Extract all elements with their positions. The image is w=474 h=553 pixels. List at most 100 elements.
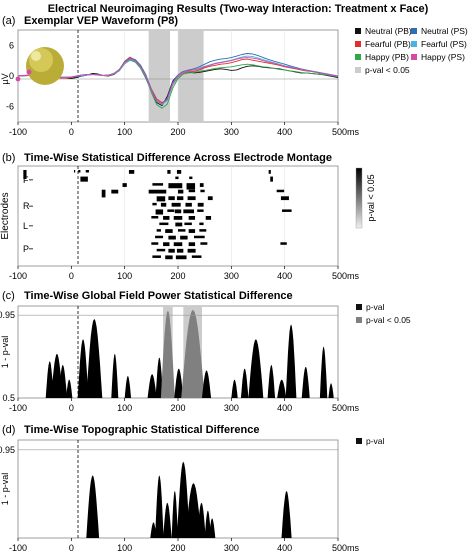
d-y-tick-label: 0.95 xyxy=(0,445,15,455)
significant-segment xyxy=(282,209,292,212)
d-bump xyxy=(185,483,202,538)
panel-b-x-ticks: -100 0 100 200 300 400 500ms xyxy=(9,266,360,281)
panel-d: (d) Time-Wise Topographic Statistical Di… xyxy=(0,424,385,553)
c-bump xyxy=(328,383,334,398)
significant-segment xyxy=(191,255,202,258)
significant-segment xyxy=(151,242,159,245)
c-y-tick-label: 0.95 xyxy=(0,310,15,320)
significant-segment xyxy=(155,209,164,215)
legend-swatch xyxy=(411,28,417,34)
significant-segment xyxy=(175,255,187,260)
c-bump xyxy=(174,368,184,398)
panel-c-x-tick-label: 100 xyxy=(117,403,132,413)
panel-a-waveforms xyxy=(17,53,339,109)
panel-b-x-tick-label: 0 xyxy=(69,271,74,281)
significant-segment xyxy=(168,196,175,201)
significant-segment xyxy=(165,255,173,260)
panel-a-significance-bands xyxy=(148,30,204,122)
panel-a-grid xyxy=(124,30,285,122)
panel-c-x-tick-label: 400 xyxy=(277,403,292,413)
significant-segment xyxy=(163,242,170,247)
legend-label: Neutral (PS) xyxy=(421,26,468,36)
legend-swatch xyxy=(356,317,362,323)
significant-segment xyxy=(155,235,164,239)
significant-segment xyxy=(171,202,181,207)
significant-segment xyxy=(176,196,184,201)
legend-swatch xyxy=(355,67,361,73)
panel-b-x-tick-label: 200 xyxy=(170,271,185,281)
panel-b-x-tick-label: 100 xyxy=(117,271,132,281)
significant-segment xyxy=(80,176,88,182)
significant-segment xyxy=(174,209,182,214)
significant-segment xyxy=(151,216,159,219)
significant-segment xyxy=(280,196,289,201)
significant-segment xyxy=(168,248,175,253)
panel-c-x-ticks: -100 0 100 200 300 400 500ms xyxy=(9,398,360,413)
significant-segment xyxy=(197,209,204,212)
panel-a: (a) Exemplar VEP Waveform (P8) µV 6 0 -6 -… xyxy=(0,15,468,137)
legend-label: p-val < 0.05 xyxy=(365,65,410,75)
d-bump xyxy=(176,461,190,538)
panel-a-x-tick-label: 500ms xyxy=(332,127,360,137)
significant-segment xyxy=(189,176,193,180)
legend-swatch xyxy=(355,54,361,60)
panel-a-y-axis-label: µV xyxy=(0,73,10,84)
legend-label: p-val xyxy=(366,436,385,446)
panel-d-y-axis-label: 1 - p-val xyxy=(0,473,10,506)
significant-segment xyxy=(159,222,169,226)
significant-segment xyxy=(128,170,135,174)
significant-segment xyxy=(199,222,204,226)
significant-segment xyxy=(152,183,164,186)
c-bump xyxy=(202,370,212,398)
c-bump xyxy=(319,346,328,398)
electrode-group-label: P xyxy=(23,244,29,254)
panel-a-label: (a) xyxy=(2,15,15,27)
significant-segment xyxy=(165,229,173,233)
panel-d-x-tick-label: 100 xyxy=(117,543,132,553)
d-bump xyxy=(197,502,206,538)
panel-b-x-tick-label: 500ms xyxy=(332,271,360,281)
significant-segment xyxy=(188,242,196,247)
c-bump xyxy=(147,374,157,398)
panel-a-y-tick-label: 0 xyxy=(9,71,14,81)
significant-segment xyxy=(187,196,196,201)
significant-segment xyxy=(173,216,183,220)
panel-a-significance-window xyxy=(178,30,204,122)
panel-a-x-tick-label: 400 xyxy=(277,127,292,137)
panel-b-label: (b) xyxy=(2,152,15,164)
panel-a-x-tick-label: -100 xyxy=(9,127,27,137)
c-bump xyxy=(267,364,276,398)
d-bump xyxy=(155,475,164,538)
panel-b-grid xyxy=(124,166,285,266)
d-bump xyxy=(163,502,172,538)
panel-c-x-tick-label: -100 xyxy=(9,403,27,413)
panel-d-x-ticks: -100 0 100 200 300 400 500ms xyxy=(9,538,360,553)
significant-segment xyxy=(163,216,170,220)
electrode-group-label: L xyxy=(23,221,28,231)
panel-a-x-tick-label: 0 xyxy=(69,127,74,137)
panel-b-colorbar xyxy=(355,167,363,229)
significant-segment xyxy=(111,189,119,194)
significant-segment xyxy=(186,183,196,190)
legend-swatch xyxy=(355,28,361,34)
c-bump xyxy=(240,368,249,398)
electrode-group-label: F xyxy=(23,175,29,185)
panel-a-x-ticks: -100 0 100 200 300 400 500ms xyxy=(9,122,360,137)
significant-segment xyxy=(188,229,196,233)
d-bump xyxy=(208,518,216,538)
significant-segment xyxy=(156,248,166,252)
panel-b-row-labels: F RL P xyxy=(23,175,33,254)
significant-segment xyxy=(160,202,167,207)
legend-swatch xyxy=(356,304,362,310)
panel-a-y-tick-label: 6 xyxy=(9,40,14,50)
legend-label: Neutral (PB) xyxy=(365,26,412,36)
c-bump xyxy=(231,379,238,398)
significant-segment xyxy=(167,209,175,212)
significant-segment xyxy=(101,189,106,198)
c-bump xyxy=(111,353,119,398)
panel-b-x-tick-label: 400 xyxy=(277,271,292,281)
figure-title: Electrical Neuroimaging Results (Two-way… xyxy=(48,3,429,15)
c-bump xyxy=(285,324,297,398)
panel-d-x-tick-label: 0 xyxy=(69,543,74,553)
